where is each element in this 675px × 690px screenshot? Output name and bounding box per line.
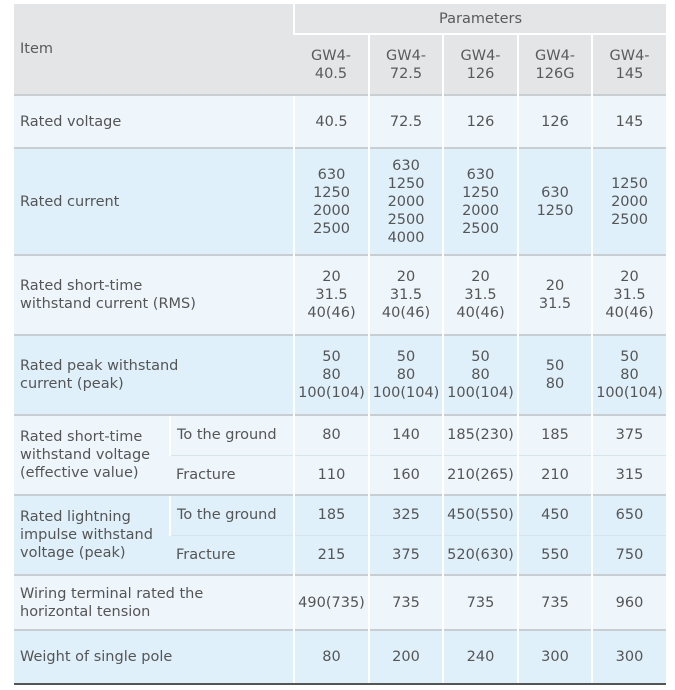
value-cell: 630 1250 [517, 147, 593, 255]
value-cell: 630 1250 2000 2500 [442, 147, 519, 255]
value-cell: 50 80 [517, 334, 593, 415]
value-cell: 450 [517, 494, 593, 535]
table-row: Rated short-time withstand current (RMS)… [14, 254, 667, 335]
value-cell: 50 80 100(104) [368, 334, 444, 415]
row-label: Rated lightning impulse withstand voltag… [14, 494, 170, 575]
value-cell: 325 [368, 494, 444, 535]
value-cell: 185 [517, 414, 593, 455]
sub-row-label: To the ground [168, 494, 295, 535]
value-cell: 650 [591, 494, 667, 535]
model-header: GW4- 126 [442, 34, 519, 95]
value-cell: 1250 2000 2500 [591, 147, 667, 255]
value-cell: 735 [368, 574, 444, 630]
value-cell: 375 [368, 534, 444, 575]
value-cell: 960 [591, 574, 667, 630]
value-cell: 300 [591, 629, 667, 685]
value-cell: 20 31.5 40(46) [591, 254, 667, 335]
table-row: Rated current 630 1250 2000 2500 630 1250 … [14, 147, 667, 255]
value-cell: 375 [591, 414, 667, 455]
value-cell: 240 [442, 629, 519, 685]
table-row: Rated lightning impulse withstand voltag… [14, 494, 667, 575]
table-row: Fracture 215 375 520(630) 550 750 [14, 534, 667, 575]
value-cell: 126 [517, 94, 593, 148]
row-label: Wiring terminal rated the horizontal ten… [14, 574, 295, 630]
value-cell: 140 [368, 414, 444, 455]
header-parameters: Parameters [293, 4, 667, 35]
value-cell: 200 [368, 629, 444, 685]
value-cell: 160 [368, 454, 444, 495]
value-cell: 80 [293, 629, 370, 685]
value-cell: 40.5 [293, 94, 370, 148]
value-cell: 50 80 100(104) [442, 334, 519, 415]
value-cell: 315 [591, 454, 667, 495]
row-label: Rated peak withstand current (peak) [14, 334, 295, 415]
table-row: Rated peak withstand current (peak) 50 80… [14, 334, 667, 415]
model-header: GW4- 126G [517, 34, 593, 95]
value-cell: 550 [517, 534, 593, 575]
value-cell: 520(630) [442, 534, 519, 575]
value-cell: 210 [517, 454, 593, 495]
table-row: Wiring terminal rated the horizontal ten… [14, 574, 667, 630]
row-label: Rated voltage [14, 94, 295, 148]
row-label: Rated short-time withstand current (RMS) [14, 254, 295, 335]
value-cell: 110 [293, 454, 370, 495]
value-cell: 185(230) [442, 414, 519, 455]
row-label: Rated current [14, 147, 295, 255]
table-row: Fracture 110 160 210(265) 210 315 [14, 454, 667, 495]
row-label: Weight of single pole [14, 629, 295, 685]
value-cell: 72.5 [368, 94, 444, 148]
sub-row-label: Fracture [170, 534, 295, 575]
value-cell: 215 [293, 534, 370, 575]
value-cell: 735 [517, 574, 593, 630]
value-cell: 145 [591, 94, 667, 148]
value-cell: 80 [293, 414, 370, 455]
value-cell: 735 [442, 574, 519, 630]
value-cell: 450(550) [442, 494, 519, 535]
value-cell: 20 31.5 40(46) [368, 254, 444, 335]
value-cell: 20 31.5 [517, 254, 593, 335]
table-row: Rated voltage 40.5 72.5 126 126 145 [14, 94, 667, 148]
value-cell: 490(735) [293, 574, 370, 630]
value-cell: 630 1250 2000 2500 4000 [368, 147, 444, 255]
value-cell: 50 80 100(104) [293, 334, 370, 415]
model-header: GW4- 145 [591, 34, 667, 95]
value-cell: 630 1250 2000 2500 [293, 147, 370, 255]
value-cell: 210(265) [442, 454, 519, 495]
value-cell: 20 31.5 40(46) [442, 254, 519, 335]
model-header: GW4- 40.5 [294, 34, 370, 95]
sub-row-label: To the ground [168, 414, 295, 455]
table-row: Weight of single pole 80 200 240 300 300 [14, 629, 667, 685]
value-cell: 750 [591, 534, 667, 575]
value-cell: 300 [517, 629, 593, 685]
model-header: GW4- 72.5 [368, 34, 444, 95]
parameters-table: Item Parameters GW4- 40.5 GW4- 72.5 GW4-… [14, 4, 667, 685]
value-cell: 126 [442, 94, 519, 148]
value-cell: 185 [293, 494, 370, 535]
table-row: Rated short-time withstand voltage (effe… [14, 414, 667, 495]
header-item: Item [14, 4, 295, 95]
value-cell: 20 31.5 40(46) [293, 254, 370, 335]
sub-row-label: Fracture [170, 454, 295, 495]
row-label: Rated short-time withstand voltage (effe… [14, 414, 170, 495]
value-cell: 50 80 100(104) [591, 334, 667, 415]
